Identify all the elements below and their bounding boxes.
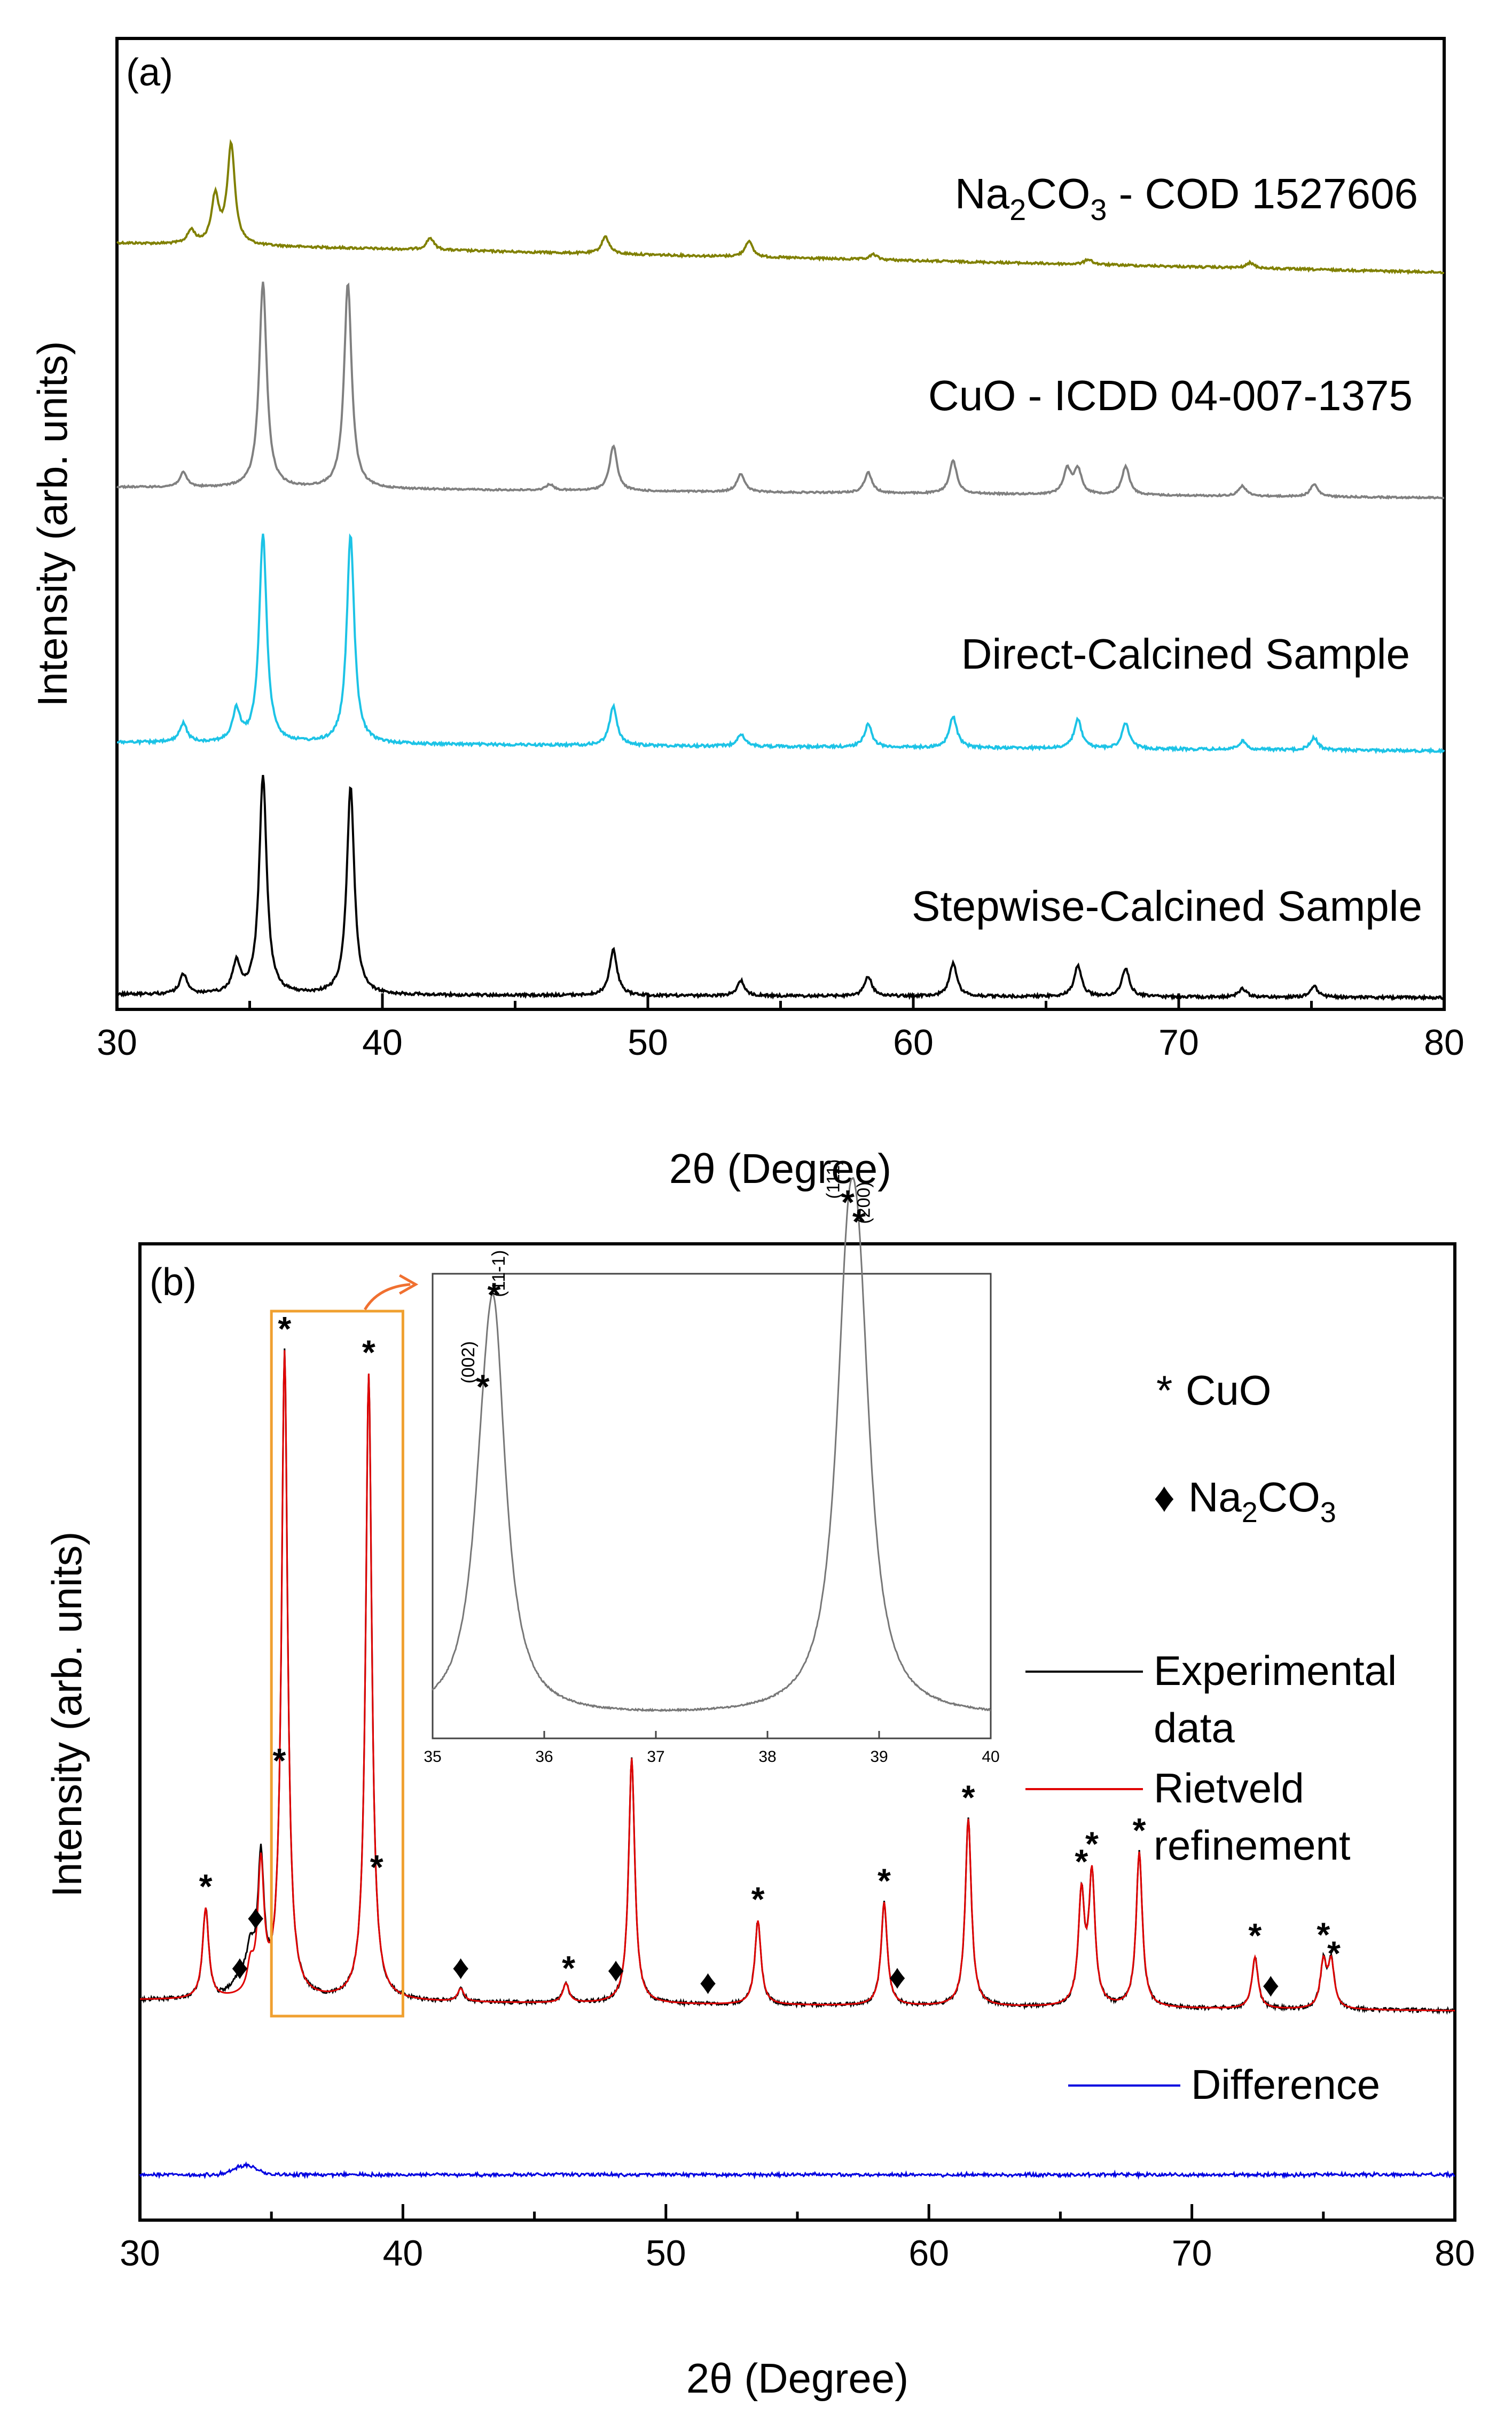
inset-tick-label: 36: [535, 1748, 553, 1766]
cuo-marker: *: [278, 1310, 291, 1348]
a-tick-label: 30: [97, 1022, 137, 1063]
b-tick-label: 80: [1435, 2233, 1475, 2274]
na2co3-marker: ♦: [452, 1948, 469, 1986]
inset-star: *: [487, 1276, 500, 1314]
cuo-marker: *: [878, 1861, 891, 1900]
a-tick-label: 40: [362, 1022, 403, 1063]
panel-b-x-tick-labels: 30 40 50 60 70 80: [120, 2233, 1475, 2274]
a-series-line-0: [116, 139, 1445, 275]
inset-tick-label: 37: [647, 1748, 664, 1766]
panel-a-series-labels: Na2CO3 - COD 1527606 CuO - ICDD 04-007-13…: [912, 170, 1422, 930]
inset-tick-label: 40: [982, 1748, 999, 1766]
legend-cuo-label: CuO: [1186, 1367, 1271, 1414]
inset-tick-label: 38: [758, 1748, 776, 1766]
legend-na2co3-sub: 2: [1242, 1496, 1258, 1528]
inset-frame: [432, 1273, 992, 1739]
b-tick-label: 60: [908, 2233, 949, 2274]
panel-a-series: [116, 139, 1445, 1001]
a-tick-label: 80: [1424, 1022, 1464, 1063]
inset-tick-label: 39: [870, 1748, 888, 1766]
panel-b-inset: 35 36 37 38 39 40*(002)*(11-1)*(111)*(200): [424, 1159, 999, 1766]
b-tick-label: 50: [646, 2233, 686, 2274]
a-series-label-2: Direct-Calcined Sample: [961, 630, 1410, 678]
panel-a-label: (a): [126, 51, 173, 94]
a-series-line-3: [116, 774, 1445, 1001]
legend-experimental-label-2: data: [1154, 1704, 1235, 1751]
panel-a: 30 40 50 60 70 80 Na2CO3 - COD 1527606 CuO - I…: [29, 37, 1464, 1192]
cuo-marker: *: [1317, 1916, 1330, 1954]
panel-b-phase-markers: ****************♦♦♦♦♦♦♦: [199, 1310, 1341, 2004]
cuo-marker: *: [751, 1880, 765, 1918]
cuo-marker: *: [1085, 1825, 1099, 1863]
panel-b-label: (b): [150, 1261, 197, 1304]
b-tick-label: 70: [1172, 2233, 1212, 2274]
legend-rietveld-label-1: Rietveld: [1154, 1765, 1304, 1812]
panel-a-y-axis-label: Intensity (arb. units): [29, 341, 76, 707]
na2co3-marker: ♦: [607, 1950, 625, 1989]
a-series-line-1: [116, 281, 1445, 500]
zoom-highlight-box: [270, 1310, 404, 2018]
panel-b-x-ticks: [138, 2204, 1456, 2220]
cuo-marker: *: [273, 1742, 286, 1780]
a-series-label-1: CuO - ICDD 04-007-1375: [928, 372, 1413, 419]
a-series-line-2: [116, 533, 1445, 755]
legend-rietveld-label-2: refinement: [1154, 1822, 1351, 1869]
inset-line: [432, 1177, 991, 1713]
zoom-arrowhead: [398, 1274, 419, 1295]
b-tick-label: 40: [383, 2233, 424, 2274]
legend-na2co3-marker: ♦: [1154, 1473, 1175, 1520]
cuo-marker: *: [362, 1333, 375, 1371]
cuo-marker: *: [1327, 1934, 1341, 1972]
na2co3-marker: ♦: [1262, 1965, 1280, 2004]
panel-b-y-axis-label: Intensity (arb. units): [43, 1532, 90, 1898]
cuo-marker: *: [1248, 1916, 1262, 1955]
cuo-marker: *: [562, 1949, 575, 1987]
cuo-marker: *: [199, 1867, 213, 1906]
cuo-marker: *: [1075, 1842, 1088, 1880]
legend-na2co3-label: Na2CO3: [1188, 1473, 1336, 1528]
b-rietveld-line: [140, 1350, 1455, 2012]
panel-a-x-tick-labels: 30 40 50 60 70 80: [97, 1022, 1464, 1063]
inset-star: *: [841, 1183, 855, 1221]
legend-experimental-label-1: Experimental: [1154, 1647, 1397, 1694]
a-tick-label: 50: [628, 1022, 668, 1063]
panel-b-series: [139, 1348, 1455, 2180]
na2co3-marker: ♦: [247, 1898, 264, 1937]
cuo-marker: *: [370, 1848, 383, 1886]
inset-star: *: [476, 1368, 490, 1406]
a-series-label-3: Stepwise-Calcined Sample: [912, 882, 1422, 930]
na2co3-marker: ♦: [231, 1948, 249, 1986]
cuo-marker: *: [1133, 1811, 1146, 1849]
zoom-arrow: [364, 1283, 411, 1311]
inset-tick-label: 35: [424, 1748, 441, 1766]
panel-b-legend: * CuO ♦ Na2CO3 Experimental data Rietvel…: [1025, 1367, 1397, 2108]
inset-star: *: [852, 1203, 866, 1241]
b-difference-line: [139, 2161, 1455, 2180]
inset-hkl-label: (002): [458, 1341, 479, 1383]
a-tick-label: 60: [893, 1022, 934, 1063]
na2co3-marker: ♦: [699, 1963, 717, 2001]
na2co3-marker: ♦: [889, 1957, 906, 1996]
b-tick-label: 30: [120, 2233, 160, 2274]
panel-b-x-axis-label: 2θ (Degree): [686, 2355, 908, 2402]
panel-b-zoom-box: [270, 1274, 419, 2018]
legend-cuo-marker: *: [1156, 1367, 1172, 1414]
inset-hkl-label: (111): [823, 1159, 843, 1199]
legend-difference-label: Difference: [1191, 2061, 1380, 2108]
a-series-label-0: Na2CO3 - COD 1527606: [955, 170, 1418, 226]
inset-hkl-label: (11-1): [489, 1250, 509, 1297]
a-tick-label: 70: [1158, 1022, 1199, 1063]
cuo-marker: *: [962, 1778, 975, 1817]
inset-hkl-label: (200): [853, 1181, 874, 1224]
